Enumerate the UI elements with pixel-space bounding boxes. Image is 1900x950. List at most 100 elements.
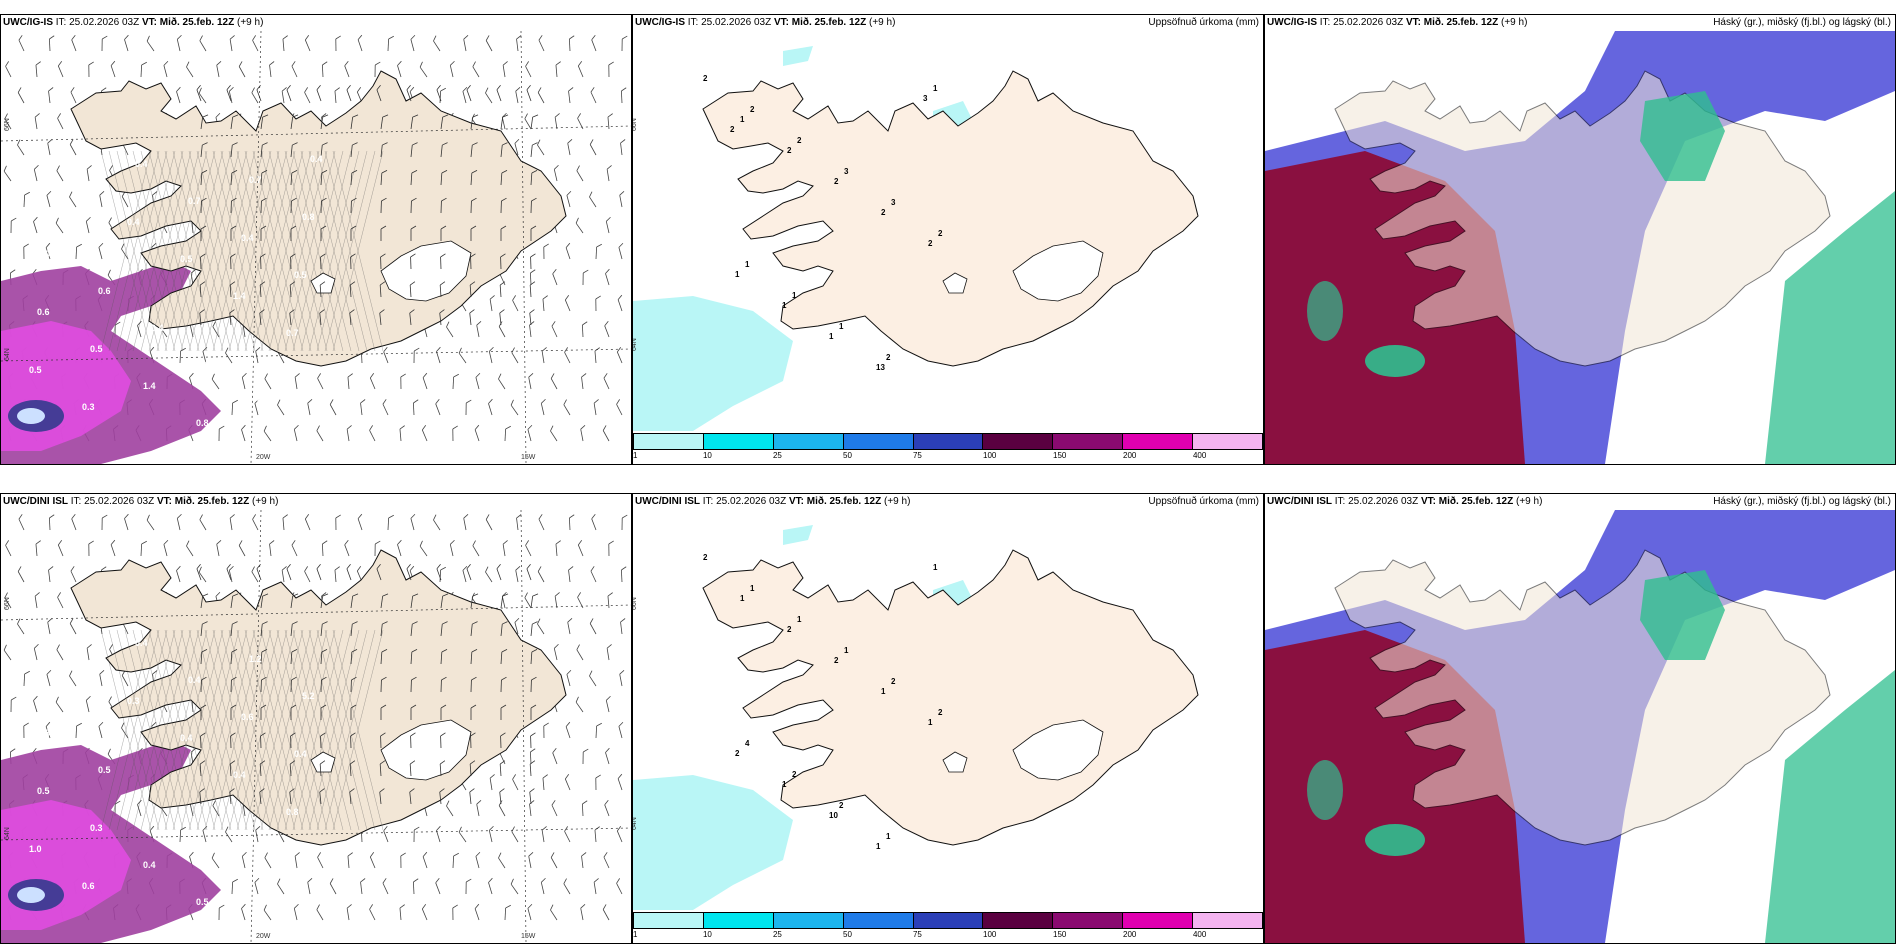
accum-value-label: 1 (792, 291, 797, 300)
wind-barb (469, 760, 476, 777)
wind-barb (433, 35, 441, 52)
wind-barb (410, 253, 416, 270)
wind-barb (566, 669, 572, 687)
wind-barb (199, 35, 207, 52)
cloud-map[interactable] (1265, 31, 1895, 464)
wind-barb (45, 242, 51, 260)
wind-barb (260, 704, 267, 720)
wind-barb (489, 774, 495, 791)
wind-map[interactable]: 66N 64N 20W 15W 0.4 0.4 0.4 0.5 1.4 0.7 0.5 0.3 0.4 0… (1, 31, 631, 464)
wind-barb (511, 826, 519, 843)
wind-barb (537, 139, 545, 156)
wind-barb (199, 309, 205, 326)
wind-barb (360, 878, 366, 895)
wind-barb (320, 225, 327, 241)
wind-barb (524, 113, 532, 130)
wind-barb (410, 170, 418, 186)
wind-barb (176, 513, 182, 531)
wind-barb (101, 35, 108, 52)
wind-barb (469, 281, 476, 298)
precip-value-label: 5.2 (302, 691, 315, 701)
wind-barb (419, 540, 428, 557)
wind-barb (387, 35, 394, 52)
panel-header: UWC/DINI ISL IT: 25.02.2026 03Z VT: Mið.… (635, 496, 911, 507)
wind-barb (334, 87, 340, 104)
wind-barb (564, 826, 571, 843)
wind-barb (458, 826, 467, 843)
wind-barb (515, 87, 521, 104)
accum-value-label: 2 (703, 553, 708, 562)
lat-label: 64N (633, 338, 638, 351)
wind-barb (576, 165, 584, 182)
wind-barb (530, 253, 536, 270)
wind-barb (350, 704, 357, 720)
wind-barb (369, 425, 376, 442)
glacier (942, 272, 968, 294)
wind-barb (553, 643, 559, 661)
precip-value-label: 0.5 (257, 397, 270, 407)
wind-barb (399, 425, 405, 442)
wind-barb (529, 760, 536, 777)
wind-barb (463, 35, 469, 52)
wind-barb (140, 61, 147, 78)
wind-barb (475, 851, 481, 869)
lon-label: 20W (256, 454, 271, 461)
wind-barb (485, 87, 493, 104)
accum-map[interactable]: 66N 64N 2 1 1 1 2 2 4 2 2 1 1 1 2 2 1 1 2 1 10 1 (633, 510, 1263, 910)
wind-barb (320, 593, 329, 609)
wind-barb (196, 563, 202, 581)
wind-barb (200, 253, 206, 270)
precip-accum-area (783, 525, 813, 545)
wind-barb (23, 670, 30, 687)
glacier (380, 240, 472, 302)
wind-barb (593, 399, 599, 416)
wind-barb (320, 676, 327, 693)
wind-barb (55, 696, 64, 713)
wind-map[interactable]: 66N 64N 20W 15W 1.3 0.3 0.3 0.4 0.4 0.8 1.0 0.6 0.4 0… (1, 510, 631, 943)
wind-barb (140, 540, 147, 557)
wind-barb (555, 61, 561, 78)
cloud-low (1265, 630, 1525, 943)
wind-barb (369, 852, 376, 869)
wind-barb (307, 399, 313, 416)
wind-barb (290, 649, 298, 665)
wind-barb (293, 424, 299, 442)
wind-barb (530, 225, 537, 241)
precip-value-label: 0.4 (135, 159, 148, 169)
wind-barb (291, 540, 298, 557)
wind-barb (230, 704, 237, 720)
wind-barb (369, 904, 376, 921)
wind-barb (602, 904, 610, 921)
wind-barb (23, 722, 29, 739)
wind-barb (419, 61, 428, 78)
wind-barb (17, 139, 25, 156)
wind-barb (290, 621, 298, 637)
graticule (1, 125, 631, 142)
precip-value-label: 1.3 (21, 622, 34, 632)
wind-barb (439, 281, 446, 298)
accum-value-label: 1 (928, 718, 933, 727)
wind-barb (321, 540, 328, 557)
legend-swatch (1193, 913, 1263, 928)
wind-barb (229, 35, 235, 52)
wind-barb (439, 87, 446, 104)
wind-barb (528, 373, 534, 390)
wind-barb (452, 425, 458, 442)
wind-barb (380, 253, 386, 270)
wind-barb (619, 670, 625, 687)
legend-swatch (913, 913, 984, 928)
cloud-map[interactable] (1265, 510, 1895, 943)
wind-barb (575, 217, 584, 234)
wind-barb (88, 61, 94, 78)
wind-barb (550, 852, 558, 869)
wind-barb (226, 84, 232, 102)
wind-barb (264, 852, 272, 869)
accum-map[interactable]: 66N 64N 2 2 2 3 3 2 1 1 1 2 1 1 2 2 2 2 1 1 1 13 3 2 (633, 31, 1263, 431)
wind-barb (380, 170, 388, 186)
wind-barb (580, 425, 586, 442)
wind-barb (3, 644, 12, 661)
wind-barb (34, 113, 40, 130)
wind-barb (409, 788, 415, 805)
wind-barb (470, 649, 478, 665)
wind-barb (499, 760, 506, 777)
